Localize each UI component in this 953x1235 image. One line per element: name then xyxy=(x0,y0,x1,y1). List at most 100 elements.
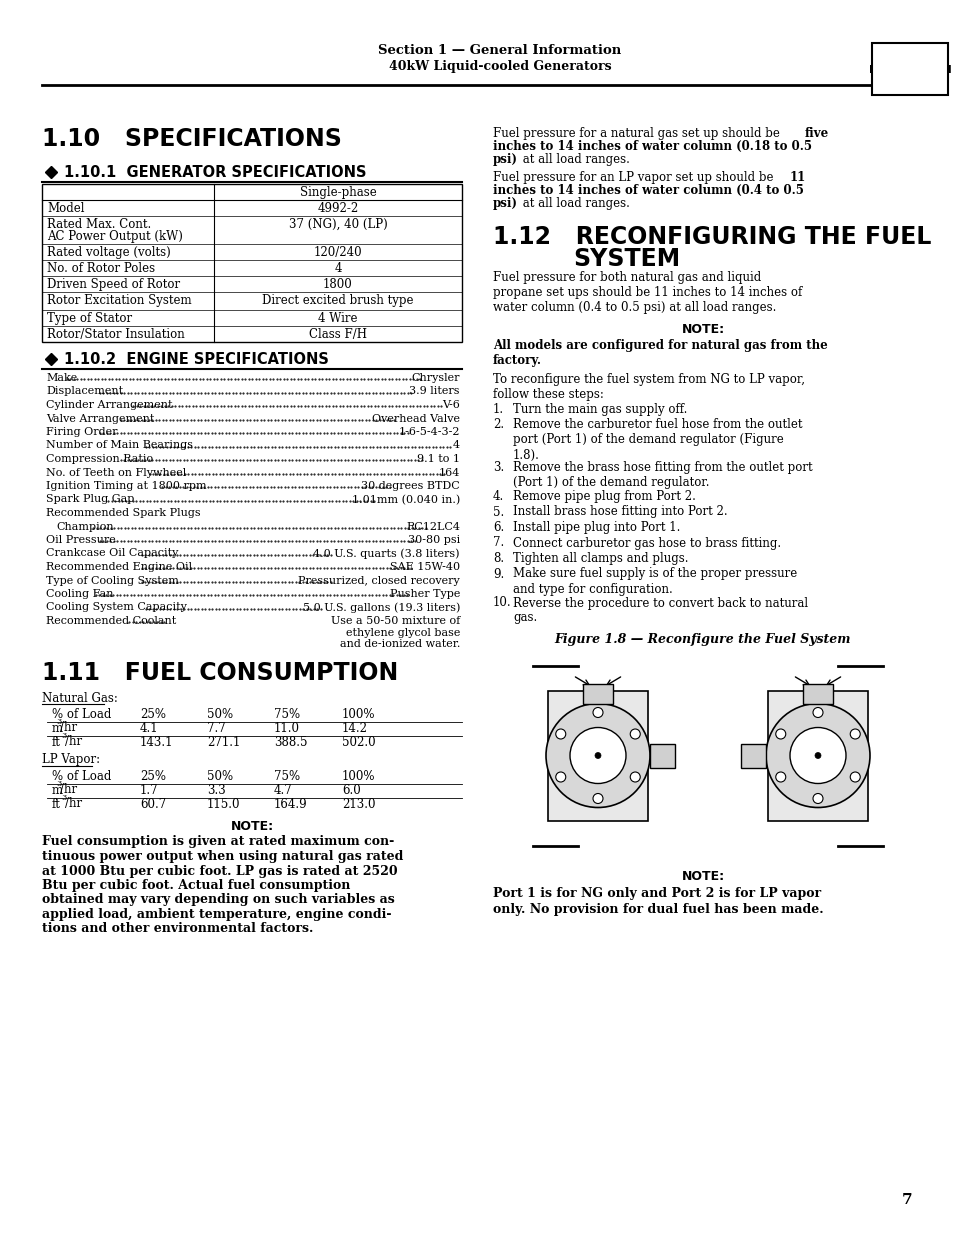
Text: 1.10.2  ENGINE SPECIFICATIONS: 1.10.2 ENGINE SPECIFICATIONS xyxy=(64,352,329,367)
Bar xyxy=(582,683,613,704)
Text: 4.0 U.S. quarts (3.8 liters): 4.0 U.S. quarts (3.8 liters) xyxy=(314,548,459,559)
Circle shape xyxy=(765,704,869,808)
Text: Make sure fuel supply is of the proper pressure
and type for configuration.: Make sure fuel supply is of the proper p… xyxy=(513,568,797,595)
Text: 40kW Liquid-cooled Generators: 40kW Liquid-cooled Generators xyxy=(388,61,611,73)
Text: 5.0 U.S. gallons (19.3 liters): 5.0 U.S. gallons (19.3 liters) xyxy=(302,603,459,613)
Text: 10.: 10. xyxy=(493,597,511,610)
Text: tions and other environmental factors.: tions and other environmental factors. xyxy=(42,923,313,935)
Text: 1-6-5-4-3-2: 1-6-5-4-3-2 xyxy=(398,427,459,437)
Text: 120/240: 120/240 xyxy=(314,246,362,259)
Bar xyxy=(547,690,647,820)
Bar xyxy=(767,690,867,820)
Text: Install pipe plug into Port 1.: Install pipe plug into Port 1. xyxy=(513,521,679,534)
Text: Fuel pressure for an LP vapor set up should be: Fuel pressure for an LP vapor set up sho… xyxy=(493,170,777,184)
Text: 115.0: 115.0 xyxy=(207,798,240,810)
Text: 25%: 25% xyxy=(140,769,166,783)
Circle shape xyxy=(849,772,860,782)
Text: /hr: /hr xyxy=(65,798,82,810)
Circle shape xyxy=(593,794,602,804)
Text: 9.1 to 1: 9.1 to 1 xyxy=(416,454,459,464)
Text: 30 degrees BTDC: 30 degrees BTDC xyxy=(361,480,459,492)
Text: 75%: 75% xyxy=(274,708,300,720)
Text: 50%: 50% xyxy=(207,769,233,783)
Text: Overhead Valve: Overhead Valve xyxy=(372,414,459,424)
Text: 4: 4 xyxy=(334,262,341,275)
Text: Remove pipe plug from Port 2.: Remove pipe plug from Port 2. xyxy=(513,490,695,503)
Text: 7.: 7. xyxy=(493,536,504,550)
Text: 3.3: 3.3 xyxy=(207,783,226,797)
Text: Champion: Champion xyxy=(56,521,113,531)
Text: Recommended Engine Oil: Recommended Engine Oil xyxy=(46,562,192,572)
Text: 7.7: 7.7 xyxy=(207,721,226,735)
Text: 4.1: 4.1 xyxy=(140,721,158,735)
Text: Spark Plug Gap: Spark Plug Gap xyxy=(46,494,134,505)
Text: 5.: 5. xyxy=(493,505,504,519)
Text: m: m xyxy=(52,721,63,735)
Text: Driven Speed of Rotor: Driven Speed of Rotor xyxy=(47,278,180,291)
Text: Cylinder Arrangement: Cylinder Arrangement xyxy=(46,400,172,410)
Text: Fuel pressure for both natural gas and liquid
propane set ups should be 11 inche: Fuel pressure for both natural gas and l… xyxy=(493,270,801,314)
Text: Connect carburetor gas hose to brass fitting.: Connect carburetor gas hose to brass fit… xyxy=(513,536,781,550)
Text: inches to 14 inches of water column (0.4 to 0.5: inches to 14 inches of water column (0.4… xyxy=(493,184,803,198)
Bar xyxy=(871,43,947,95)
Text: 1.12   RECONFIGURING THE FUEL: 1.12 RECONFIGURING THE FUEL xyxy=(493,225,930,249)
Text: 9.: 9. xyxy=(493,568,504,580)
Text: All models are configured for natural gas from the
factory.: All models are configured for natural ga… xyxy=(493,338,827,367)
Text: 3.: 3. xyxy=(493,461,504,474)
Bar xyxy=(42,184,461,342)
Text: inches to 14 inches of water column (0.18 to 0.5: inches to 14 inches of water column (0.1… xyxy=(493,140,811,153)
Text: Reverse the procedure to convert back to natural
gas.: Reverse the procedure to convert back to… xyxy=(513,597,807,625)
Bar xyxy=(740,743,765,767)
Text: Ignition Timing at 1800 rpm: Ignition Timing at 1800 rpm xyxy=(46,480,207,492)
Text: Displacement: Displacement xyxy=(46,387,123,396)
Text: 100%: 100% xyxy=(341,769,375,783)
Text: 3: 3 xyxy=(61,732,67,741)
Text: Type of Cooling System: Type of Cooling System xyxy=(46,576,179,585)
Text: NOTE:: NOTE: xyxy=(680,324,723,336)
Text: 14.2: 14.2 xyxy=(341,721,368,735)
Text: Rated voltage (volts): Rated voltage (volts) xyxy=(47,246,171,259)
Text: 4992-2: 4992-2 xyxy=(317,203,358,215)
Text: Cooling Fan: Cooling Fan xyxy=(46,589,113,599)
Text: 388.5: 388.5 xyxy=(274,736,307,748)
Text: applied load, ambient temperature, engine condi-: applied load, ambient temperature, engin… xyxy=(42,908,391,921)
Text: tinuous power output when using natural gas rated: tinuous power output when using natural … xyxy=(42,850,403,863)
Text: 1.10.1  GENERATOR SPECIFICATIONS: 1.10.1 GENERATOR SPECIFICATIONS xyxy=(64,165,366,180)
Text: 271.1: 271.1 xyxy=(207,736,240,748)
Text: Natural Gas:: Natural Gas: xyxy=(42,692,118,704)
Text: Remove the carburetor fuel hose from the outlet
port (Port 1) of the demand regu: Remove the carburetor fuel hose from the… xyxy=(513,419,801,462)
Text: 75%: 75% xyxy=(274,769,300,783)
Text: Firing Order: Firing Order xyxy=(46,427,117,437)
Text: 3: 3 xyxy=(61,794,67,803)
Text: Type of Stator: Type of Stator xyxy=(47,312,132,325)
Text: at 1000 Btu per cubic foot. LP gas is rated at 2520: at 1000 Btu per cubic foot. LP gas is ra… xyxy=(42,864,397,878)
Text: GENERAL: GENERAL xyxy=(882,51,936,61)
Text: Model: Model xyxy=(47,203,85,215)
Text: Direct excited brush type: Direct excited brush type xyxy=(262,294,414,308)
Circle shape xyxy=(775,729,785,739)
Text: Rated Max. Cont.: Rated Max. Cont. xyxy=(47,219,152,231)
Text: /hr: /hr xyxy=(65,736,82,748)
Text: Recommended Spark Plugs: Recommended Spark Plugs xyxy=(46,508,200,517)
Text: SYSTEM: SYSTEM xyxy=(573,247,679,270)
Text: Turn the main gas supply off.: Turn the main gas supply off. xyxy=(513,403,687,416)
Text: 1.01mm (0.040 in.): 1.01mm (0.040 in.) xyxy=(352,494,459,505)
Text: 1.10   SPECIFICATIONS: 1.10 SPECIFICATIONS xyxy=(42,127,341,151)
Text: Install brass hose fitting into Port 2.: Install brass hose fitting into Port 2. xyxy=(513,505,727,519)
Text: Chrysler: Chrysler xyxy=(411,373,459,383)
Text: No. of Rotor Poles: No. of Rotor Poles xyxy=(47,262,155,275)
Text: 4.: 4. xyxy=(493,490,504,503)
Text: 8.: 8. xyxy=(493,552,503,564)
Text: 11.0: 11.0 xyxy=(274,721,299,735)
Text: 6.: 6. xyxy=(493,521,504,534)
Text: 4.7: 4.7 xyxy=(274,783,293,797)
Text: five: five xyxy=(804,127,828,140)
Text: 6.0: 6.0 xyxy=(341,783,360,797)
Text: Recommended Coolant: Recommended Coolant xyxy=(46,616,176,626)
Text: Make: Make xyxy=(46,373,77,383)
Circle shape xyxy=(849,729,860,739)
Text: Oil Pressure: Oil Pressure xyxy=(46,535,115,545)
Text: SAE 15W-40: SAE 15W-40 xyxy=(390,562,459,572)
Text: Cooling System Capacity: Cooling System Capacity xyxy=(46,603,187,613)
Text: at all load ranges.: at all load ranges. xyxy=(518,198,629,210)
